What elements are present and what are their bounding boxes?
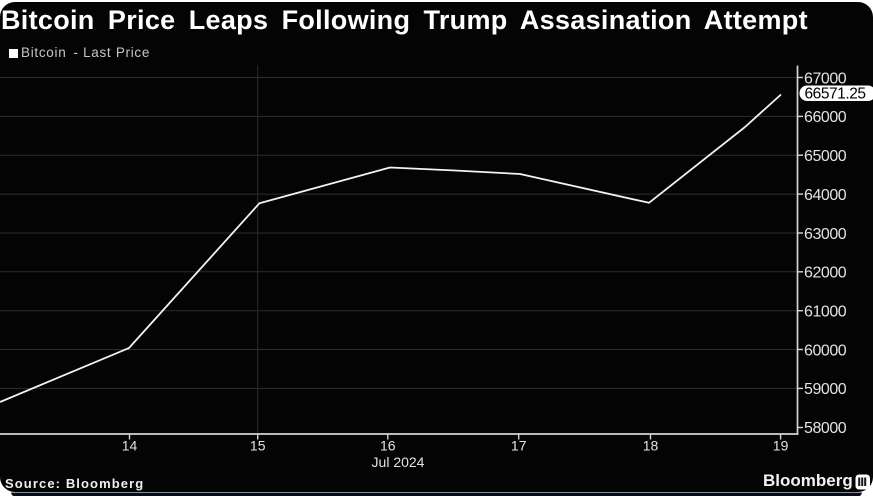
- svg-text:67000: 67000: [804, 70, 847, 87]
- svg-text:59000: 59000: [804, 381, 847, 398]
- svg-text:17: 17: [511, 438, 527, 454]
- svg-text:19: 19: [773, 438, 789, 454]
- svg-text:18: 18: [643, 438, 659, 454]
- svg-text:66571.25: 66571.25: [805, 85, 866, 102]
- svg-text:15: 15: [250, 438, 266, 454]
- svg-text:14: 14: [122, 438, 138, 454]
- svg-text:Bloomberg: Bloomberg: [763, 471, 853, 490]
- svg-text:16: 16: [380, 438, 396, 454]
- svg-text:61000: 61000: [804, 304, 847, 321]
- svg-text:60000: 60000: [804, 342, 847, 359]
- svg-text:58000: 58000: [804, 420, 847, 437]
- svg-text:65000: 65000: [804, 148, 847, 165]
- svg-text:64000: 64000: [804, 187, 847, 204]
- svg-text:63000: 63000: [804, 226, 847, 243]
- svg-text:62000: 62000: [804, 265, 847, 282]
- svg-text:Jul 2024: Jul 2024: [372, 454, 425, 470]
- svg-text:66000: 66000: [804, 109, 847, 126]
